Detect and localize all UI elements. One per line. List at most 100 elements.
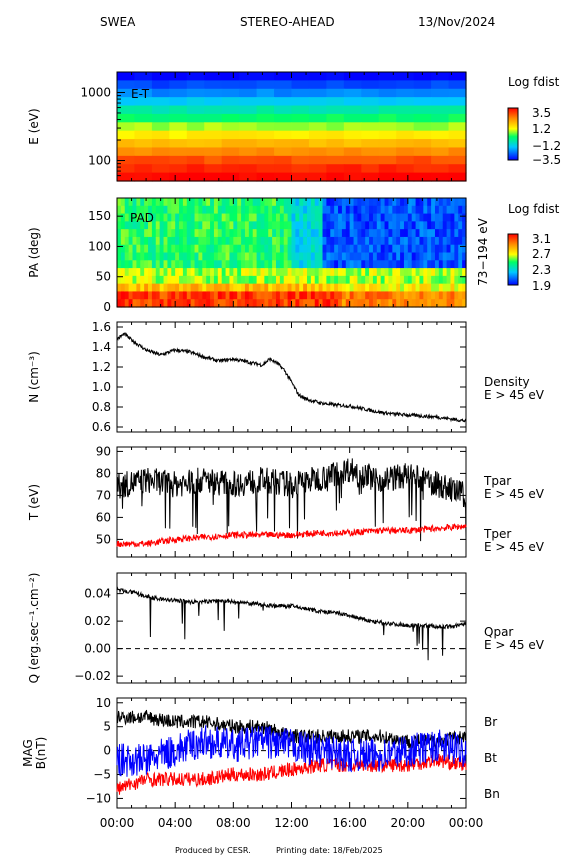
pad-cell <box>221 221 227 230</box>
pad-cell <box>349 198 355 207</box>
colorbar-tick-label: −1.2 <box>532 139 561 153</box>
y-tick-label: 90 <box>96 444 111 458</box>
spectrogram-cell <box>274 80 293 90</box>
pad-cell <box>194 291 200 300</box>
pad-cell <box>252 260 258 269</box>
pad-cell <box>264 221 269 230</box>
pad-cell <box>132 198 137 207</box>
pad-cell <box>376 299 382 308</box>
pad-cell <box>400 205 405 215</box>
spectrogram-cell <box>151 147 170 157</box>
pad-cell <box>419 275 424 285</box>
pad-cell <box>372 198 378 207</box>
pad-cell <box>229 260 234 269</box>
pad-cell <box>151 283 157 293</box>
pad-cell <box>136 221 141 230</box>
spectrogram-cell <box>308 113 327 123</box>
pad-cell <box>322 198 327 207</box>
pad-cell <box>299 291 304 300</box>
pad-cell <box>400 244 405 254</box>
pad-cell <box>462 275 467 285</box>
pad-cell <box>272 252 277 261</box>
spectrogram-cell <box>291 88 310 98</box>
pad-cell <box>132 283 137 293</box>
pad-cell <box>256 244 262 254</box>
pad-cell <box>314 205 320 215</box>
spectrogram-cell <box>134 72 153 81</box>
pad-cell <box>268 299 273 308</box>
pad-cell <box>256 299 262 308</box>
pad-cell <box>322 252 327 261</box>
pad-cell <box>450 221 455 230</box>
pad-cell <box>291 229 296 238</box>
pad-cell <box>299 283 304 293</box>
pad-cell <box>438 283 444 293</box>
pad-cell <box>415 260 421 269</box>
pad-cell <box>136 244 141 254</box>
pad-cell <box>144 260 149 269</box>
pad-cell <box>268 205 273 215</box>
pad-cell <box>132 275 137 285</box>
pad-cell <box>260 229 265 238</box>
pad-cell <box>128 275 134 285</box>
spectrogram-cell <box>169 164 188 174</box>
spectrogram-cell <box>378 172 397 182</box>
pad-cell <box>217 205 223 215</box>
pad-cell <box>442 299 448 308</box>
pad-cell <box>117 260 122 269</box>
pad-cell <box>167 260 172 269</box>
pad-cell <box>190 221 196 230</box>
pad-cell <box>427 252 432 261</box>
pad-cell <box>361 221 366 230</box>
pad-cell <box>272 205 277 215</box>
pad-cell <box>438 198 444 207</box>
pad-cell <box>330 283 335 293</box>
spectrogram-cell <box>378 97 397 107</box>
pad-cell <box>279 283 285 293</box>
pad-cell <box>330 198 335 207</box>
pad-cell <box>431 275 436 285</box>
spectrogram-cell <box>151 164 170 174</box>
pad-cell <box>423 213 428 222</box>
pad-cell <box>438 205 444 215</box>
pad-cell <box>369 260 374 269</box>
pad-cell <box>434 236 440 246</box>
pad-cell <box>124 291 130 300</box>
pad-cell <box>159 244 165 254</box>
pad-cell <box>194 229 200 238</box>
pad-cell <box>159 221 165 230</box>
spectrogram-cell <box>151 113 170 123</box>
pad-cell <box>345 236 351 246</box>
pad-cell <box>407 205 413 215</box>
pad-cell <box>272 283 277 293</box>
pad-cell <box>148 244 153 254</box>
pad-cell <box>283 213 289 222</box>
spectrogram-cell <box>274 122 293 132</box>
pad-cell <box>248 244 254 254</box>
pad-cell <box>198 213 203 222</box>
pad-cell <box>120 229 126 238</box>
pad-cell <box>175 236 180 246</box>
pad-cell <box>136 283 141 293</box>
pad-cell <box>295 260 300 269</box>
pad-cell <box>380 244 386 254</box>
pad-cell <box>365 291 370 300</box>
pad-cell <box>411 299 417 308</box>
pad-cell <box>233 205 238 215</box>
pad-cell <box>310 198 316 207</box>
spectrogram-cell <box>117 80 136 90</box>
pad-cell <box>175 275 180 285</box>
pad-cell <box>330 260 335 269</box>
pad-cell <box>175 260 180 269</box>
pad-cell <box>210 213 215 222</box>
density-legend-sub: E > 45 eV <box>484 388 545 402</box>
pad-cell <box>194 283 200 293</box>
pad-cell <box>144 229 149 238</box>
pad-cell <box>365 268 370 277</box>
spectrogram-cell <box>361 164 380 174</box>
pad-cell <box>190 229 196 238</box>
pad-cell <box>427 229 432 238</box>
spectrogram-cell <box>396 122 415 132</box>
pad-cell <box>198 268 203 277</box>
pad-cell <box>415 198 421 207</box>
